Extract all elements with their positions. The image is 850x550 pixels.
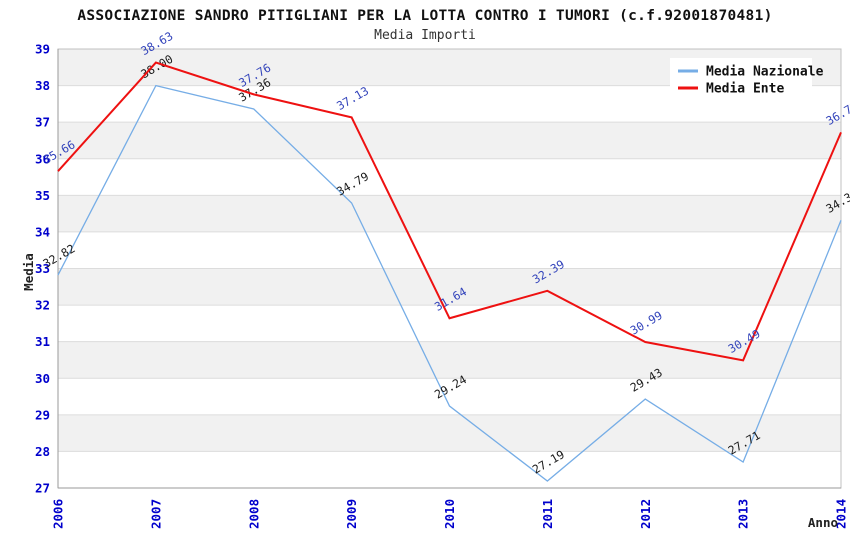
legend: Media Nazionale Media Ente xyxy=(670,58,824,98)
chart-subtitle: Media Importi xyxy=(374,28,476,43)
plot-band xyxy=(58,414,841,452)
y-tick-label: 34 xyxy=(35,224,50,239)
y-tick-label: 35 xyxy=(35,188,50,203)
data-label: 34.32 xyxy=(824,186,850,215)
y-tick-label: 29 xyxy=(35,407,50,422)
x-tick-label: 2010 xyxy=(442,499,457,529)
series-line-nazionale xyxy=(57,84,842,482)
y-tick-label: 27 xyxy=(35,481,50,496)
y-tick-label: 37 xyxy=(35,115,50,130)
y-tick-label: 28 xyxy=(35,444,50,459)
data-label: 30.99 xyxy=(628,308,665,337)
plot-band xyxy=(58,268,841,306)
x-tick-label: 2011 xyxy=(540,499,555,529)
x-tick-label: 2007 xyxy=(148,499,163,529)
series-line-ente xyxy=(57,61,842,362)
y-tick-label: 33 xyxy=(35,261,50,276)
plot-band xyxy=(58,195,841,232)
plot-band xyxy=(58,341,841,379)
y-tick-label: 31 xyxy=(35,334,50,349)
y-axis-title: Media xyxy=(21,253,36,291)
y-tick-label: 30 xyxy=(35,371,50,386)
x-tick-label: 2012 xyxy=(638,499,653,529)
plot-area: 27 28 29 30 31 32 33 34 35 36 37 38 39 2006 2007 2008 20… xyxy=(35,29,850,529)
x-tick-label: 2014 xyxy=(834,499,849,529)
x-tick-label: 2009 xyxy=(344,499,359,529)
x-tick-label: 2006 xyxy=(51,499,66,529)
data-label: 36.72 xyxy=(824,99,850,128)
x-tick-label: 2013 xyxy=(736,499,751,529)
chart-title: ASSOCIAZIONE SANDRO PITIGLIANI PER LA LO… xyxy=(77,8,772,24)
data-label: 34.79 xyxy=(334,169,371,198)
plot-band xyxy=(58,122,841,159)
data-label: 37.13 xyxy=(334,84,371,113)
y-tick-label: 36 xyxy=(35,151,50,166)
y-tick-label: 32 xyxy=(35,298,50,313)
legend-item-label: Media Ente xyxy=(706,82,784,97)
x-axis-title: Anno xyxy=(808,515,838,530)
y-tick-label: 39 xyxy=(35,42,50,57)
y-tick-label: 38 xyxy=(35,78,50,93)
legend-box xyxy=(670,58,812,98)
data-label: 32.82 xyxy=(41,241,78,270)
x-tick-label: 2008 xyxy=(246,499,261,529)
legend-item-label: Media Nazionale xyxy=(706,65,824,80)
